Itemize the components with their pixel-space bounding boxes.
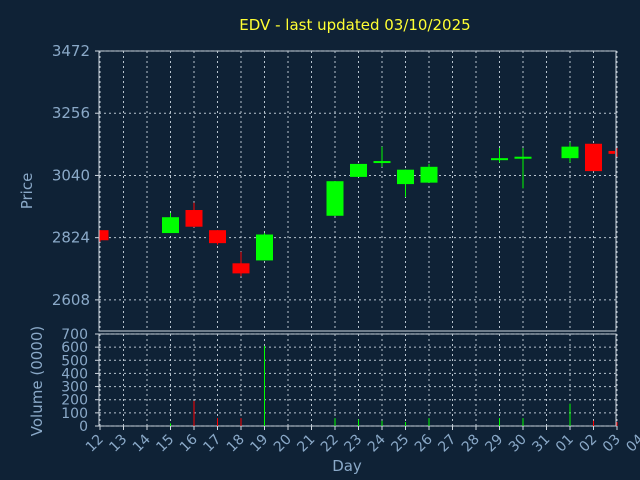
x-tick-label: 13 — [106, 432, 130, 456]
candlestick-series — [99, 142, 618, 277]
x-tick-label: 22 — [318, 432, 342, 456]
x-tick-label: 26 — [412, 431, 436, 455]
candle-body — [350, 163, 367, 177]
candle-body — [373, 161, 391, 164]
volume-y-tick-label: 500 — [61, 353, 88, 369]
candle-body — [397, 169, 414, 185]
x-tick-label: 31 — [529, 432, 553, 456]
candle-body — [232, 263, 250, 274]
price-y-tick-label: 2608 — [52, 291, 90, 309]
x-tick-label: 30 — [506, 432, 530, 456]
price-y-ticks: 2608 2824 3040 3256 3472 — [52, 42, 99, 309]
candle-body — [209, 230, 226, 244]
x-tick-label: 21 — [294, 432, 318, 456]
x-tick-label: 16 — [177, 431, 201, 455]
x-tick-label: 25 — [388, 432, 412, 456]
candle-body — [585, 143, 602, 172]
x-tick-label: 24 — [365, 431, 389, 455]
candle-body — [185, 210, 203, 227]
volume-y-tick-label: 400 — [61, 366, 88, 382]
x-tick-label: 27 — [435, 432, 459, 456]
price-y-tick-label: 3040 — [52, 166, 90, 184]
price-panel: 2608 2824 3040 3256 3472 Price — [18, 42, 618, 332]
chart-title: EDV - last updated 03/10/2025 — [239, 16, 470, 34]
candle-body — [514, 156, 532, 159]
candle-body — [162, 217, 179, 234]
volume-grid — [99, 333, 618, 427]
volume-y-tick-label: 700 — [61, 327, 88, 343]
candle-body — [100, 230, 109, 241]
x-tick-label: 14 — [130, 431, 154, 455]
x-tick-label: 19 — [247, 432, 271, 456]
x-axis-label: Day — [332, 457, 362, 475]
candle-body — [491, 158, 508, 161]
price-plot-frame — [98, 50, 617, 332]
volume-plot-frame — [98, 333, 617, 427]
volume-y-tick-label: 0 — [79, 419, 88, 435]
price-y-tick-label: 3472 — [52, 42, 90, 60]
volume-y-tick-label: 200 — [61, 393, 88, 409]
x-tick-label: 12 — [83, 432, 107, 456]
x-tick-label: 29 — [482, 432, 506, 456]
x-tick-label: 23 — [341, 432, 365, 456]
candle-body — [326, 181, 344, 216]
price-y-tick-label: 3256 — [52, 104, 90, 122]
volume-y-tick-label: 100 — [61, 406, 88, 422]
candle-body — [256, 234, 273, 261]
price-axis-label: Price — [18, 173, 36, 210]
x-tick-label: 28 — [459, 432, 483, 456]
volume-axis-label: Volume (0000) — [28, 326, 46, 436]
x-tick-label: 18 — [224, 432, 248, 456]
x-tick-label: 17 — [200, 432, 224, 456]
candle-body — [608, 150, 615, 154]
candle-body — [420, 166, 438, 183]
volume-series — [170, 345, 618, 426]
price-y-tick-label: 2824 — [52, 229, 90, 247]
x-tick-label: 20 — [271, 432, 295, 456]
x-tick-label: 03 — [600, 432, 624, 456]
x-tick-label: 04 — [623, 431, 640, 455]
candle-body — [561, 146, 579, 159]
x-tick-label: 01 — [553, 432, 577, 456]
x-tick-label: 15 — [153, 432, 177, 456]
x-tick-label: 02 — [576, 432, 600, 456]
x-axis-ticks: 12 13 14 15 16 17 18 19 20 21 22 23 24 25 26 27 28 29 30 31… — [83, 426, 640, 455]
volume-y-tick-label: 600 — [61, 340, 88, 356]
volume-y-tick-label: 300 — [61, 380, 88, 396]
